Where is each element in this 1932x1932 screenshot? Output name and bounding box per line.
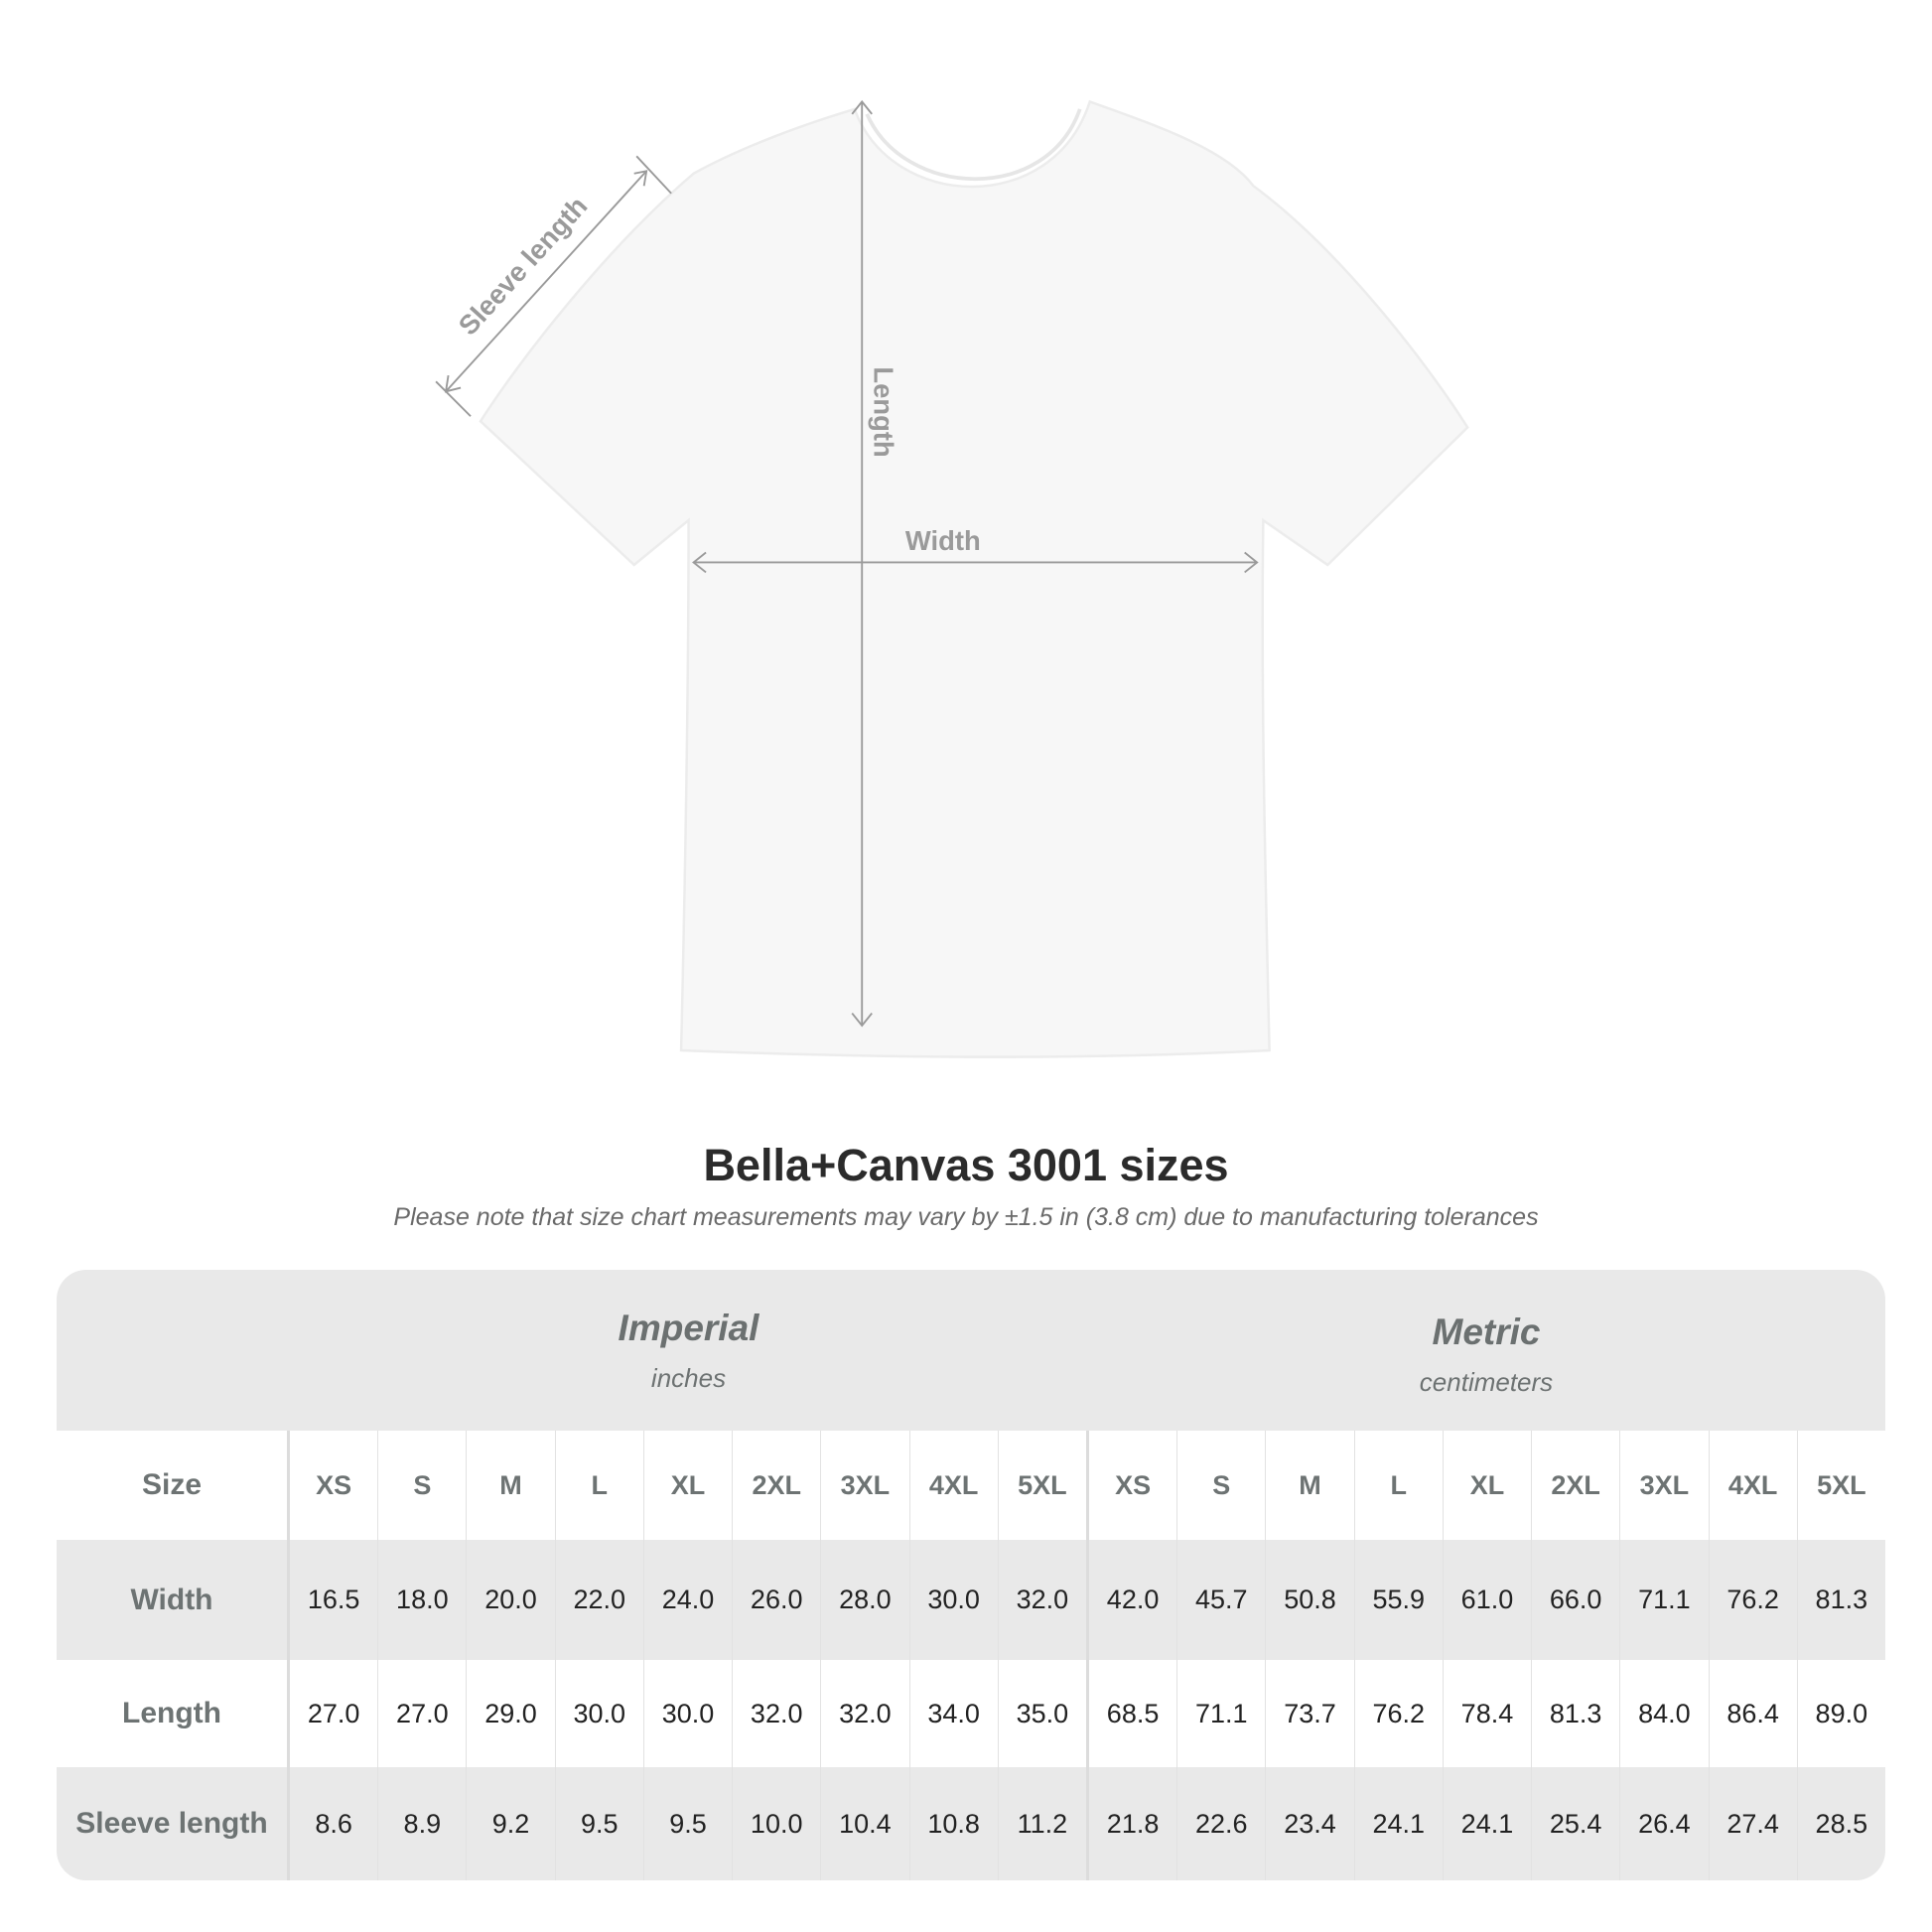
table-cell: 10.8	[910, 1767, 999, 1880]
size-header-cell: 5XL	[1817, 1469, 1866, 1500]
table-cell: 78.4	[1444, 1660, 1533, 1767]
table-cell: 86.4	[1710, 1660, 1798, 1767]
size-header-cell: M	[467, 1431, 556, 1540]
table-cell: 84.0	[1620, 1660, 1710, 1767]
table-cell: 10.4	[821, 1767, 910, 1880]
table-cell: 25.4	[1532, 1767, 1621, 1880]
unit-header: Imperial inches Metric centimeters	[57, 1270, 1885, 1431]
size-header-row: Size XS S M L XL 2XL 3XL 4XL 5XL XS S M L XL 2XL 3XL 4XL 5…	[57, 1431, 1885, 1540]
table-cell: 22.0	[556, 1540, 644, 1660]
table-cell: 61.0	[1444, 1540, 1533, 1660]
size-header-cell: S	[378, 1431, 468, 1540]
size-header-cell: 5XL	[999, 1431, 1089, 1540]
table-row: Width 16.5 18.0 20.0 22.0 24.0 26.0 28.0 30.0 32.…	[57, 1540, 1885, 1660]
table-cell: 28.0	[821, 1540, 910, 1660]
table-cell: 73.7	[1266, 1660, 1355, 1767]
size-header-cell: 2XL	[733, 1431, 822, 1540]
row-label: Size	[57, 1431, 290, 1540]
row-label: Sleeve length	[57, 1767, 290, 1880]
table-cell: 27.4	[1710, 1767, 1798, 1880]
table-cell: 89.0	[1815, 1698, 1868, 1728]
tshirt-shape	[479, 99, 1469, 1058]
table-cell: 76.2	[1355, 1660, 1444, 1767]
table-cell: 9.5	[556, 1767, 644, 1880]
table-row: Length 27.0 27.0 29.0 30.0 30.0 32.0 32.0 34.0 35…	[57, 1660, 1885, 1767]
table-cell: 27.0	[378, 1660, 468, 1767]
width-label: Width	[905, 525, 981, 556]
table-cell: 71.1	[1177, 1660, 1267, 1767]
size-header-cell: L	[556, 1431, 644, 1540]
table-cell: 23.4	[1266, 1767, 1355, 1880]
table-cell: 24.1	[1444, 1767, 1533, 1880]
size-header-cell: XL	[644, 1431, 734, 1540]
table-cell: 8.6	[290, 1767, 379, 1880]
table-cell: 50.8	[1266, 1540, 1355, 1660]
table-cell: 27.0	[290, 1660, 379, 1767]
size-header-cell: XS	[1089, 1431, 1178, 1540]
size-header-cell: 4XL	[910, 1431, 999, 1540]
size-header-cell: 4XL	[1710, 1431, 1798, 1540]
table-cell: 28.5	[1815, 1808, 1868, 1839]
table-cell: 45.7	[1177, 1540, 1267, 1660]
table-cell: 22.6	[1177, 1767, 1267, 1880]
size-header-cell: 2XL	[1532, 1431, 1621, 1540]
table-row: Sleeve length 8.6 8.9 9.2 9.5 9.5 10.0 10.4 10.8…	[57, 1767, 1885, 1880]
table-cell: 9.2	[467, 1767, 556, 1880]
measurement-lines	[435, 99, 1259, 1028]
size-header-cell: M	[1266, 1431, 1355, 1540]
table-cell: 18.0	[378, 1540, 468, 1660]
table-cell: 35.0	[999, 1660, 1089, 1767]
imperial-header: Imperial inches	[290, 1308, 1087, 1394]
table-cell: 30.0	[910, 1540, 999, 1660]
table-cell: 9.5	[644, 1767, 734, 1880]
table-cell: 34.0	[910, 1660, 999, 1767]
table-cell: 76.2	[1710, 1540, 1798, 1660]
table-cell: 81.3	[1815, 1585, 1868, 1614]
imperial-unit: inches	[650, 1363, 727, 1393]
table-cell: 66.0	[1532, 1540, 1621, 1660]
table-cell: 42.0	[1089, 1540, 1178, 1660]
length-label: Length	[869, 366, 899, 457]
tshirt-diagram: Length Width Sleeve length	[435, 99, 1469, 1058]
metric-header: Metric centimeters	[1087, 1311, 1885, 1398]
table-cell: 11.2	[999, 1767, 1089, 1880]
table-cell: 55.9	[1355, 1540, 1444, 1660]
size-header-cell: S	[1177, 1431, 1267, 1540]
table-cell: 68.5	[1089, 1660, 1178, 1767]
size-header-cell: L	[1355, 1431, 1444, 1540]
table-cell: 20.0	[467, 1540, 556, 1660]
row-label: Length	[57, 1660, 290, 1767]
table-cell: 30.0	[556, 1660, 644, 1767]
metric-unit: centimeters	[1419, 1367, 1554, 1397]
tolerance-note: Please note that size chart measurements…	[393, 1203, 1539, 1231]
size-header-cell: 3XL	[821, 1431, 910, 1540]
size-table: Imperial inches Metric centimeters Size X…	[57, 1270, 1885, 1880]
metric-title: Metric	[1432, 1311, 1541, 1352]
size-header-cell: XL	[1444, 1431, 1533, 1540]
table-cell: 10.0	[733, 1767, 822, 1880]
table-cell: 81.3	[1532, 1660, 1621, 1767]
table-cell: 24.1	[1355, 1767, 1444, 1880]
table-cell: 32.0	[733, 1660, 822, 1767]
size-header-cell: XS	[290, 1431, 379, 1540]
table-cell: 26.4	[1620, 1767, 1710, 1880]
table-cell: 32.0	[999, 1540, 1089, 1660]
table-cell: 71.1	[1620, 1540, 1710, 1660]
imperial-title: Imperial	[618, 1308, 759, 1348]
table-cell: 32.0	[821, 1660, 910, 1767]
table-cell: 30.0	[644, 1660, 734, 1767]
table-cell: 29.0	[467, 1660, 556, 1767]
page-title: Bella+Canvas 3001 sizes	[703, 1140, 1229, 1190]
table-cell: 8.9	[378, 1767, 468, 1880]
table-cell: 16.5	[290, 1540, 379, 1660]
table-cell: 21.8	[1089, 1767, 1178, 1880]
row-label: Width	[57, 1540, 290, 1660]
size-header-cell: 3XL	[1620, 1431, 1710, 1540]
table-cell: 24.0	[644, 1540, 734, 1660]
table-cell: 26.0	[733, 1540, 822, 1660]
